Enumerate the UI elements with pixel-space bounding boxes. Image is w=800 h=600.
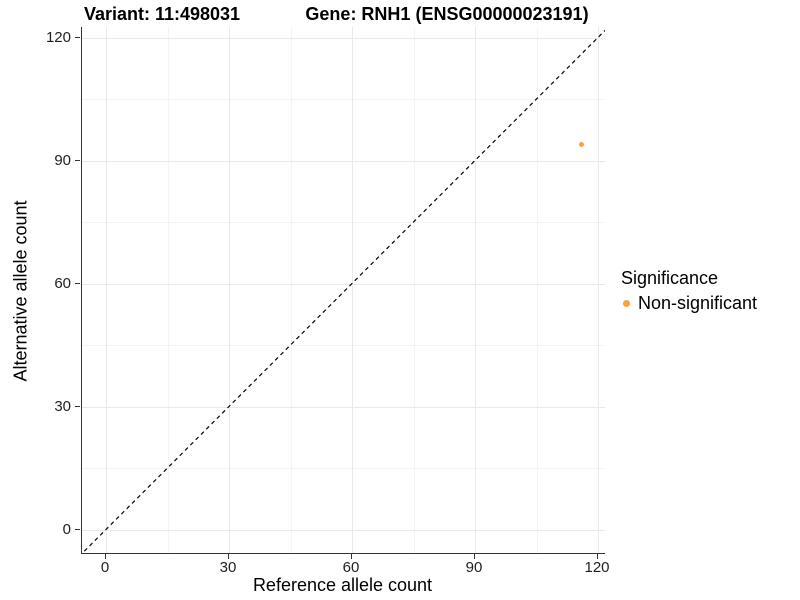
minor-gridline-y [82,345,605,346]
x-tick-label: 60 [342,559,360,576]
minor-gridline-x [167,27,169,553]
legend-item: Non-significant [621,293,757,314]
minor-gridline-x [290,27,292,553]
x-tick-mark [104,554,106,559]
x-tick-mark [350,554,352,559]
x-tick-mark [227,554,229,559]
y-tick-mark [75,529,80,530]
x-tick-mark [596,554,598,559]
variant-title: Variant: 11:498031 [83,4,241,24]
major-gridline-x [106,27,107,553]
y-tick-label: 0 [62,520,71,538]
y-tick-label: 30 [54,397,71,415]
y-tick-mark [75,37,80,38]
minor-gridline-y [82,222,605,223]
major-gridline-y [82,529,605,531]
y-tick-mark [75,283,80,284]
major-gridline-y [82,37,605,39]
identity-dashed-line [82,29,605,553]
x-tick-label: 0 [100,559,110,576]
y-tick-mark [75,160,80,161]
minor-gridline-y [82,99,605,100]
major-gridline-x [598,27,599,553]
x-axis-title: Reference allele count [252,575,433,595]
major-gridline-y [82,283,605,285]
x-tick-label: 120 [584,559,610,576]
x-tick-label: 30 [219,559,237,576]
major-gridline-x [352,27,353,553]
legend-point-icon [623,300,630,307]
legend: Significance Non-significant [621,268,757,314]
x-tick-mark [473,554,475,559]
y-tick-label: 60 [54,274,71,292]
data-point [579,141,585,147]
legend-title: Significance [621,268,719,288]
minor-gridline-y [82,468,605,469]
major-gridline-x [229,27,230,553]
y-tick-mark [75,406,80,407]
minor-gridline-x [536,27,538,553]
plot-panel [81,27,605,554]
y-tick-label: 120 [45,28,71,46]
major-gridline-y [82,160,605,162]
major-gridline-y [82,406,605,408]
x-tick-label: 90 [465,559,483,576]
legend-item-label: Non-significant [638,293,758,313]
minor-gridline-x [413,27,415,553]
major-gridline-x [475,27,476,553]
gene-title: Gene: RNH1 (ENSG00000023191) [305,4,589,24]
y-tick-label: 90 [54,151,71,169]
